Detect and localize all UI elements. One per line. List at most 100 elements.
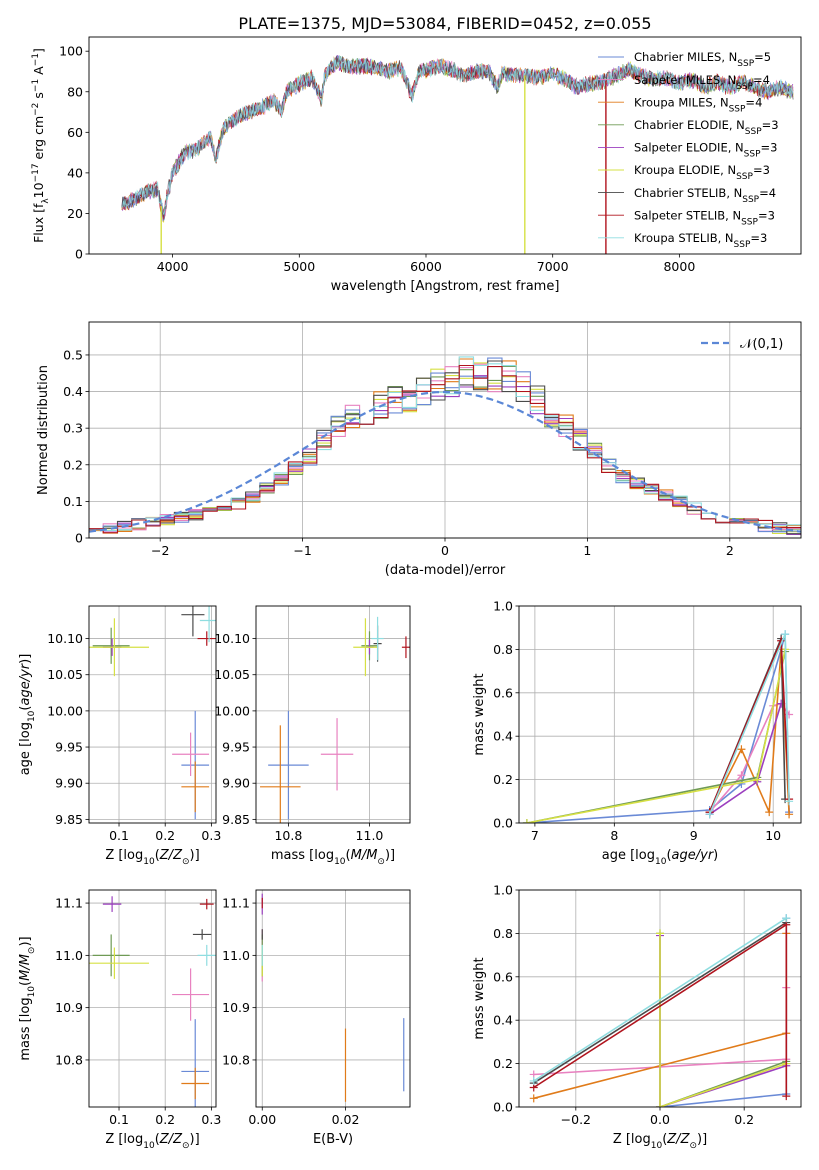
- axes-weight-vs-Z: −0.2 0.0 0.2 0.0 0.2 0.4 0.6 0.8 1.0 Z [log10(Z/Z…: [472, 883, 802, 1151]
- y-tick-label: 9.85: [55, 812, 83, 827]
- legend-entry: Kroupa STELIB, NSSP=3: [634, 231, 767, 250]
- y-tick-label: 9.85: [222, 812, 250, 827]
- x-tick-label: 8000: [663, 259, 695, 274]
- axes-frame: [255, 889, 411, 1108]
- weight-marker: [785, 810, 794, 819]
- axes-frame: [88, 889, 217, 1108]
- weight-marker: [782, 1092, 791, 1101]
- y-tick-label: 0.1: [63, 494, 83, 509]
- axes-age-vs-Z: 0.1 0.2 0.3 9.85 9.90 9.95 10.00 10.05 10.10 Z [l…: [18, 605, 221, 867]
- y-tick-label: 9.90: [222, 776, 250, 791]
- legend-entry: Chabrier ELODIE, NSSP=3: [634, 118, 779, 137]
- y-tick-label: 11.1: [55, 896, 83, 911]
- y-tick-label: 10.00: [214, 703, 250, 718]
- y-tick-label: 10.05: [47, 667, 83, 682]
- y-tick-label: 0.2: [493, 772, 513, 787]
- weight-line: [533, 917, 787, 1082]
- y-tick-label: 10.8: [55, 1052, 83, 1067]
- x-tick-label: 9: [690, 828, 698, 843]
- y-tick-label: 9.95: [55, 740, 83, 755]
- weight-marker: [781, 630, 790, 639]
- y-axis-label: age [log10(age/yr)]: [18, 654, 37, 776]
- axes-weight-vs-age: 7 8 9 10 0.0 0.2 0.4 0.6 0.8 1.0 age [log10(age/yr…: [472, 599, 802, 867]
- y-tick-label: 60: [67, 125, 83, 140]
- x-tick-label: 6000: [410, 259, 442, 274]
- y-tick-label: 11.0: [222, 948, 250, 963]
- y-tick-label: 0.8: [493, 926, 513, 941]
- legend-entry: Salpeter STELIB, NSSP=3: [634, 208, 775, 227]
- weight-marker: [656, 1103, 664, 1107]
- weight-marker: [705, 810, 714, 819]
- panel-mass-vs-Z: 0.1 0.2 0.3 10.8 10.9 11.0 11.1 Z [log10(Z/Z⊙)]…: [18, 889, 221, 1151]
- weight-marker: [522, 819, 531, 823]
- y-tick-label: 0.3: [63, 421, 83, 436]
- panel-spectrum: 4000 5000 6000 7000 8000 0 20 40 60 80 100 waveleng…: [31, 36, 802, 294]
- y-tick-label: 80: [67, 84, 83, 99]
- y-tick-label: 11.1: [222, 896, 250, 911]
- y-tick-label: 1.0: [493, 883, 513, 898]
- y-tick-label: 0: [75, 531, 83, 546]
- weight-marker: [656, 929, 664, 938]
- legend-entry: Kroupa MILES, NSSP=4: [634, 95, 762, 114]
- weight-line: [659, 918, 788, 1107]
- y-tick-label: 0.2: [493, 1056, 513, 1071]
- x-axis-label: Z [log10(Z/Z⊙)]: [105, 1132, 199, 1151]
- panel-age-vs-mass: 10.8 11.0 9.85 9.90 9.95 10.00 10.05 10.10 mass …: [214, 605, 411, 867]
- weight-line: [526, 651, 786, 823]
- axes-mass-vs-ebv: 0.00 0.02 10.8 10.9 11.0 11.1 E(B-V): [222, 889, 411, 1147]
- axes-frame: [88, 36, 802, 255]
- weight-marker: [737, 771, 746, 780]
- axes-spectrum: 4000 5000 6000 7000 8000 0 20 40 60 80 100 waveleng…: [31, 36, 802, 294]
- x-tick-label: −2: [151, 543, 169, 558]
- data-point: [172, 732, 210, 776]
- grid-weight-vs-age: [519, 605, 801, 824]
- y-axis-label: Flux [fλ10−17 erg cm−2 s−1 A−1]: [31, 48, 51, 243]
- plot-area-spectrum: [121, 54, 794, 254]
- data-point: [197, 944, 216, 966]
- x-tick-label: 0.3: [201, 1112, 221, 1127]
- legend-entry: Kroupa ELODIE, NSSP=3: [634, 163, 770, 182]
- legend-entry: Chabrier MILES, NSSP=5: [634, 50, 771, 69]
- x-axis-label: Z [log10(Z/Z⊙)]: [105, 848, 199, 867]
- weight-line: [526, 633, 790, 823]
- x-tick-label: 1: [583, 543, 591, 558]
- x-tick-label: 0.0: [650, 1112, 670, 1127]
- y-tick-label: 0.0: [493, 816, 513, 831]
- legend-entry: Salpeter ELODIE, NSSP=3: [634, 141, 777, 160]
- panel-weight-vs-Z: −0.2 0.0 0.2 0.0 0.2 0.4 0.6 0.8 1.0 Z [log10(Z/Z…: [472, 883, 802, 1151]
- panel-mass-vs-ebv: 0.00 0.02 10.8 10.9 11.0 11.1 E(B-V): [222, 889, 411, 1147]
- x-tick-label: 0.1: [109, 828, 129, 843]
- y-tick-label: 20: [67, 206, 83, 221]
- y-tick-label: 10.9: [55, 1000, 83, 1015]
- y-tick-label: 0.5: [63, 347, 83, 362]
- data-point: [92, 934, 130, 977]
- y-tick-label: 40: [67, 165, 83, 180]
- x-tick-label: 5000: [283, 259, 315, 274]
- x-axis-label: mass [log10(M/M⊙)]: [271, 848, 395, 867]
- data-point: [181, 606, 205, 637]
- data-point: [320, 718, 354, 791]
- y-tick-label: 0.0: [493, 1100, 513, 1115]
- legend: 𝒩(0,1): [701, 337, 783, 352]
- axes-frame: [88, 605, 217, 824]
- y-tick-label: 0.4: [493, 729, 513, 744]
- data-point: [401, 636, 410, 659]
- axes-frame: [255, 605, 411, 824]
- grid-mass-vs-ebv: [256, 890, 410, 1107]
- x-tick-label: 0.2: [734, 1112, 754, 1127]
- figure-title: PLATE=1375, MJD=53084, FIBERID=0452, z=0…: [238, 14, 651, 33]
- x-tick-label: −0.2: [561, 1112, 591, 1127]
- y-tick-label: 0.2: [63, 457, 83, 472]
- x-tick-label: 0.02: [332, 1112, 360, 1127]
- y-tick-label: 9.90: [55, 776, 83, 791]
- weight-line: [659, 933, 787, 1107]
- y-tick-label: 0.6: [493, 685, 513, 700]
- y-tick-label: 10.10: [214, 631, 250, 646]
- data-point: [89, 947, 150, 979]
- y-tick-label: 0: [75, 247, 83, 262]
- weight-marker: [753, 775, 762, 784]
- normal-curve: [89, 390, 801, 533]
- y-tick-label: 9.95: [222, 740, 250, 755]
- weight-line: [659, 935, 787, 1107]
- axes-age-vs-mass: 10.8 11.0 9.85 9.90 9.95 10.00 10.05 10.10 mass …: [214, 605, 411, 867]
